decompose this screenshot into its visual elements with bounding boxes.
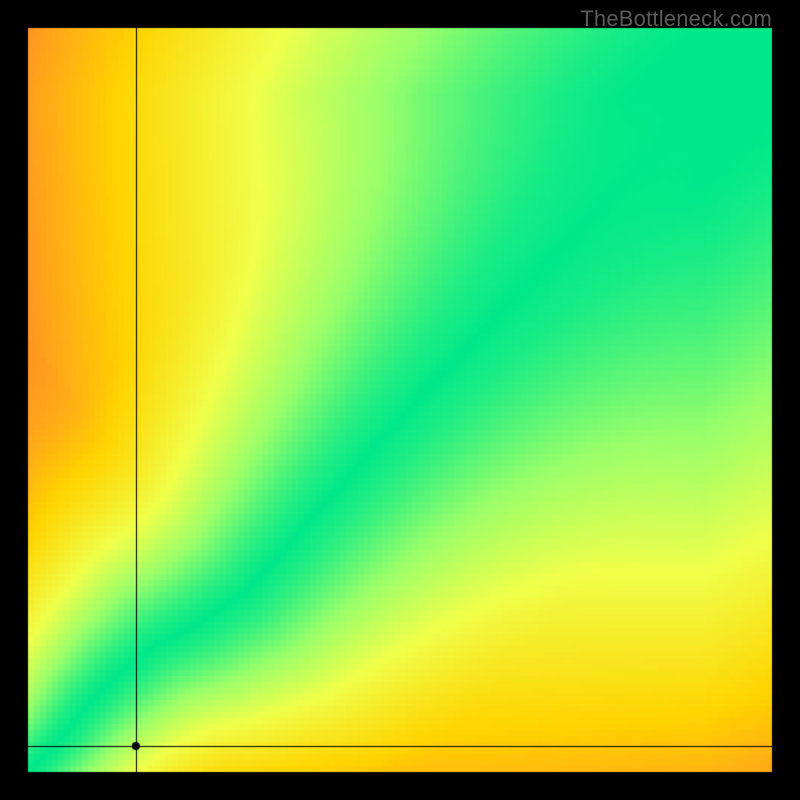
bottleneck-heatmap [0,0,800,800]
chart-root: TheBottleneck.com [0,0,800,800]
watermark-text: TheBottleneck.com [580,6,772,32]
